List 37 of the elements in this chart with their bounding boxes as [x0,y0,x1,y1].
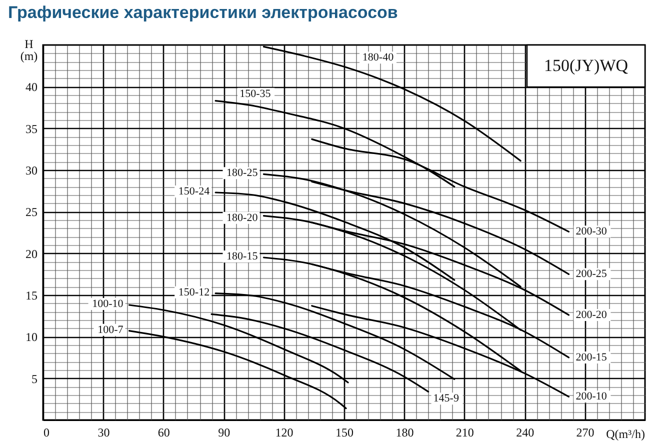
y-tick-label: 15 [26,288,38,302]
y-tick-label: 40 [26,80,38,94]
y-tick-label: 30 [26,164,38,178]
x-tick-label: 0 [44,426,50,440]
y-tick-label: 5 [32,372,38,386]
x-tick-label: 120 [275,426,294,440]
x-tick-label: 60 [158,426,170,440]
series-label: 145-9 [433,392,460,405]
series-label: 180-15 [226,250,258,262]
series-label: 180-20 [226,212,258,224]
series-label: 200-30 [576,226,608,238]
chart-title: Графические характеристики электронасосов [8,3,398,22]
series-label: 150-12 [178,286,210,298]
series-label: 150-35 [240,88,272,100]
x-tick-label: 150 [336,426,354,440]
y-tick-label: 20 [26,246,38,261]
y-tick-label: 35 [26,122,38,136]
series-label: 200-20 [576,309,608,321]
y-tick-label: 25 [26,205,38,220]
x-tick-label: 90 [218,426,230,440]
series-label: 200-10 [576,390,608,403]
x-tick-label: 30 [98,426,110,440]
series-label: 100-7 [98,324,124,336]
y-axis-title: H (m) [20,37,38,63]
y-tick-label: 10 [26,330,38,344]
x-tick-label: 270 [576,426,594,440]
x-tick-label: 240 [516,426,534,440]
series-label: 180-40 [362,52,394,64]
x-tick-label: 180 [396,426,414,440]
annotation: 150(JY)WQ [544,56,628,75]
x-tick-label: 210 [456,426,474,440]
series-label: 100-10 [92,298,124,310]
series-label: 180-25 [226,167,258,180]
series-label: 200-25 [576,268,608,280]
series-label: 150-24 [178,186,210,198]
x-axis-title: Q(m³/h) [606,427,645,441]
series-label: 200-15 [576,352,608,364]
